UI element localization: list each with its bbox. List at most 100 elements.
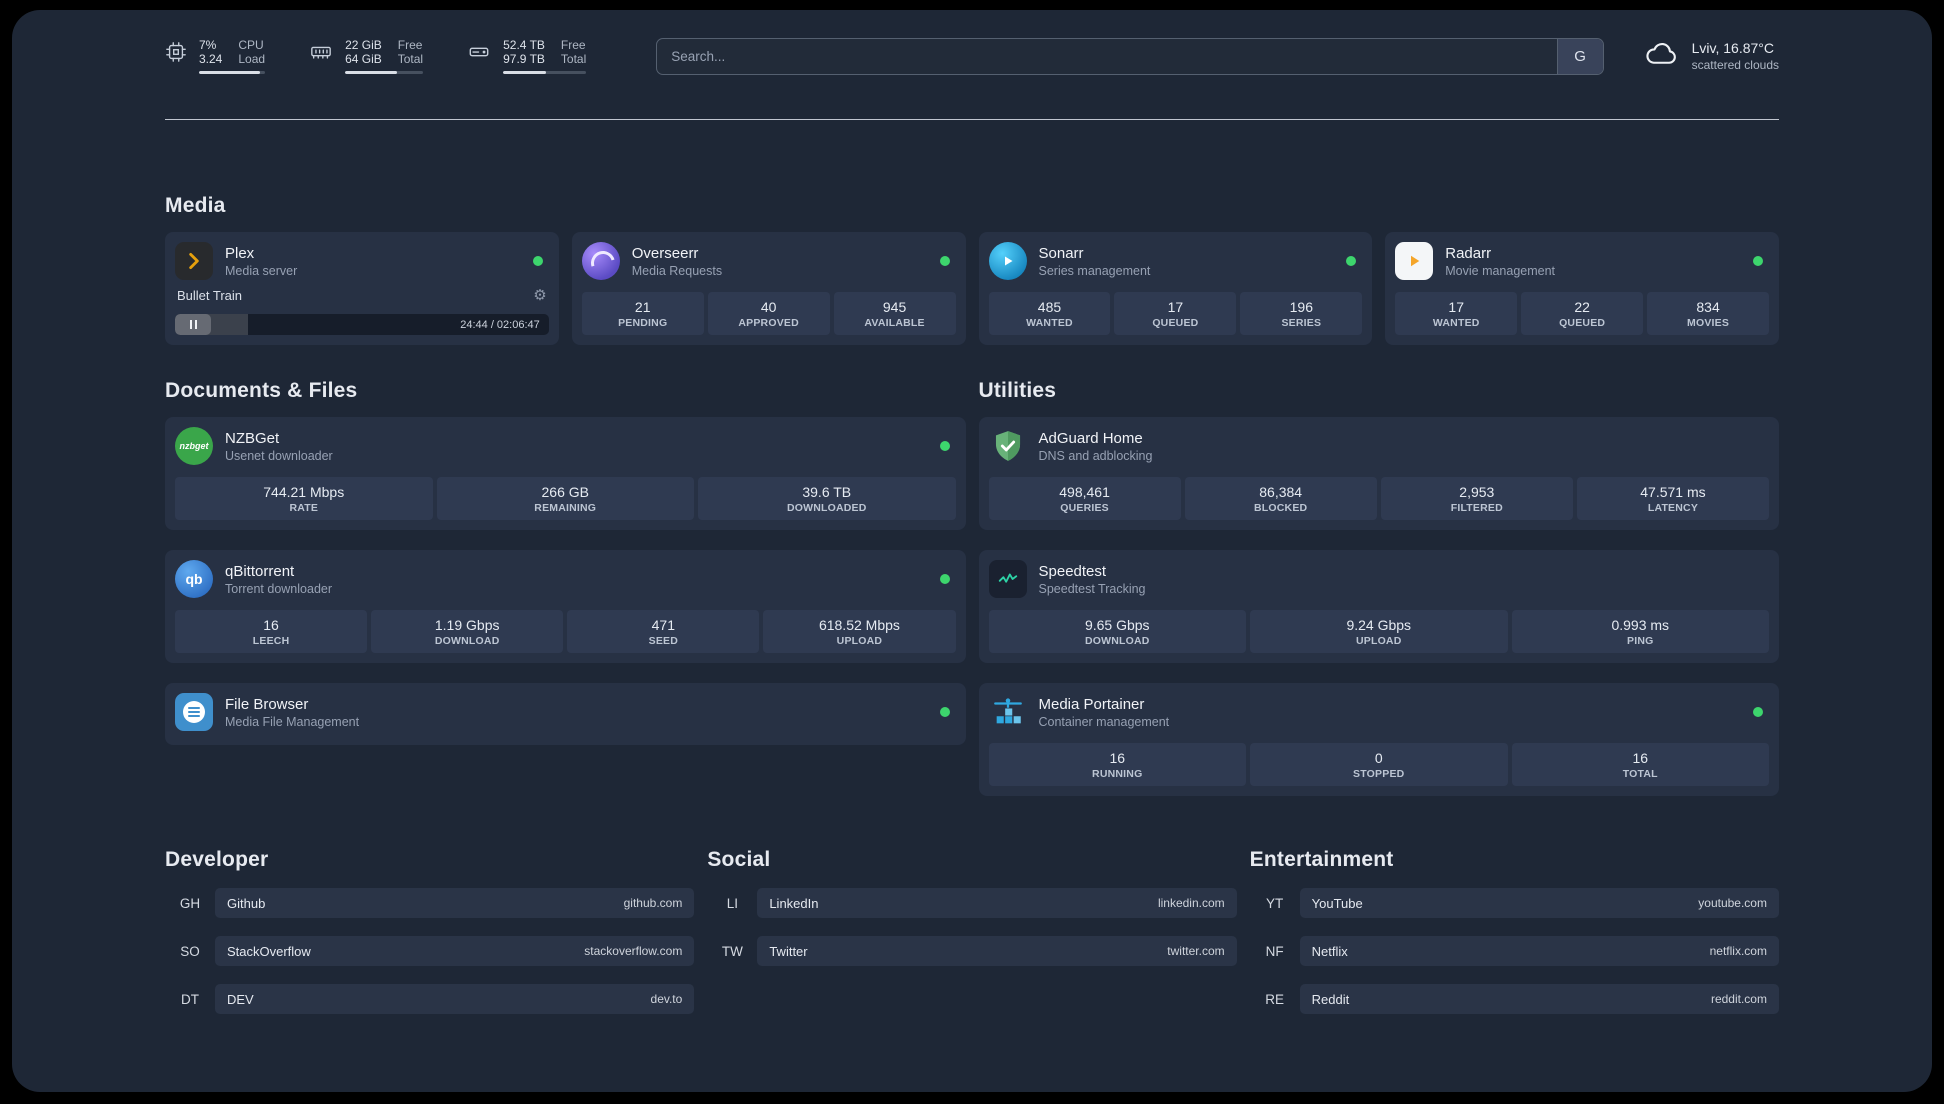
bookmark-netflix[interactable]: NF Netflix netflix.com [1250,936,1779,966]
service-name: Speedtest [1038,562,1107,580]
bookmark-stackoverflow[interactable]: SO StackOverflow stackoverflow.com [165,936,695,966]
pause-button[interactable] [175,314,211,335]
media-section-title: Media [165,194,226,217]
stat-available: 945 AVAILABLE [833,292,956,335]
service-card-sonarr[interactable]: Sonarr Series management 485 WANTED 17 QUE… [978,232,1373,345]
qbittorrent-icon: qb [175,560,213,598]
status-indicator [939,256,950,266]
bookmark-abbr: SO [180,943,200,959]
gear-icon[interactable]: ⚙ [533,287,547,304]
portainer-icon [989,693,1027,731]
stat-latency: 47.571 ms LATENCY [1576,477,1769,520]
stat-seed: 471 SEED [567,610,760,653]
bookmark-dev[interactable]: DT DEV dev.to [165,984,695,1014]
weather-location: Lviv, 16.87°C [1691,39,1774,56]
search-provider-button[interactable]: G [1556,39,1603,74]
documents-section-title: Documents & Files [165,379,358,402]
service-description: Movie management [1445,263,1556,278]
stat-stopped: 0 STOPPED [1250,743,1508,786]
section-entertainment: Entertainment YT YouTube youtube.com NF … [1250,848,1779,1014]
service-description: Speedtest Tracking [1038,581,1146,596]
cpu-load-value: 3.24 [199,52,223,66]
bookmark-name: Netflix [1311,943,1348,959]
nzbget-icon: nzbget [175,427,213,465]
bookmark-abbr: YT [1266,895,1284,911]
bookmark-abbr: GH [179,895,201,911]
stat-movies: 834 MOVIES [1647,292,1770,335]
bookmark-name: StackOverflow [227,943,311,959]
service-card-portainer[interactable]: Media Portainer Container management 16 R… [978,683,1779,796]
stat-ping: 0.993 ms PING [1511,610,1769,653]
service-card-overseerr[interactable]: Overseerr Media Requests 21 PENDING 40 APP… [571,232,966,345]
cloud-icon [1644,38,1680,73]
cpu-icon [165,41,187,68]
search-input[interactable] [657,39,1557,74]
section-developer: Developer GH Github github.com SO StackO… [165,848,695,1014]
stat-series: 196 SERIES [1240,292,1363,335]
overseerr-icon [581,242,620,280]
adguard-shield-icon [989,427,1027,465]
section-social: Social LI LinkedIn linkedin.com TW Twitt… [707,848,1237,1014]
filebrowser-icon [175,693,213,731]
bookmark-domain: twitter.com [1167,944,1225,958]
stat-downloaded: 39.6 TB DOWNLOADED [698,477,956,520]
weather-widget: Lviv, 16.87°C scattered clouds [1644,38,1779,73]
service-name: File Browser [225,695,309,713]
plex-icon [175,242,213,280]
service-description: Usenet downloader [225,448,333,463]
service-card-nzbget[interactable]: nzbget NZBGet Usenet downloader 744.21 M… [165,417,966,530]
bookmark-twitter[interactable]: TW Twitter twitter.com [707,936,1237,966]
load-label: Load [238,52,266,66]
status-indicator [532,256,543,266]
ram-bar [345,71,424,74]
top-bar: 7% 3.24 CPU Load [165,38,1779,75]
entertainment-section-title: Entertainment [1249,848,1394,871]
bookmark-domain: github.com [623,896,683,910]
disk-total-value: 97.9 TB [503,52,545,66]
stat-blocked: 86,384 BLOCKED [1184,477,1377,520]
service-description: Media server [225,263,298,278]
bookmark-domain: linkedin.com [1157,896,1225,910]
bookmark-abbr: NF [1265,943,1284,959]
status-indicator [1753,256,1763,266]
service-card-adguard[interactable]: AdGuard Home DNS and adblocking 498,461 Q… [978,417,1779,530]
service-name: Overseerr [631,244,699,262]
bookmark-youtube[interactable]: YT YouTube youtube.com [1250,888,1779,918]
bookmark-name: YouTube [1311,895,1363,911]
bookmark-abbr: TW [721,943,743,959]
service-description: Media Requests [631,263,723,278]
stat-queries: 498,461 QUERIES [988,477,1181,520]
playback-time: 24:44 / 02:06:47 [460,318,540,331]
section-utilities: Utilities AdGuard Home DNS and [978,379,1779,796]
ram-widget: 22 GiB 64 GiB Free Total [309,38,424,74]
service-card-filebrowser[interactable]: File Browser Media File Management [165,683,966,745]
disk-free-label: Free [560,38,586,52]
service-card-radarr[interactable]: Radarr Movie management 17 WANTED 22 QUEUE… [1385,232,1779,345]
service-card-qbittorrent[interactable]: qb qBittorrent Torrent downloader 16 LEEC… [165,550,966,663]
cpu-usage-value: 7% [199,38,217,52]
service-name: Sonarr [1038,244,1084,262]
header-divider [165,119,1779,120]
bookmark-name: LinkedIn [769,895,819,911]
cpu-widget: 7% 3.24 CPU Load [165,38,266,74]
service-description: Torrent downloader [225,581,333,596]
bookmark-domain: netflix.com [1709,944,1767,958]
bookmark-linkedin[interactable]: LI LinkedIn linkedin.com [707,888,1237,918]
bookmark-domain: dev.to [650,992,683,1006]
service-card-speedtest[interactable]: Speedtest Speedtest Tracking 9.65 Gbps DO… [978,550,1779,663]
stat-pending: 21 PENDING [581,292,704,335]
status-indicator [939,441,950,451]
bookmark-abbr: DT [181,991,199,1007]
bookmark-reddit[interactable]: RE Reddit reddit.com [1250,984,1779,1014]
bookmark-domain: stackoverflow.com [584,944,683,958]
stat-queued: 17 QUEUED [1114,292,1237,335]
status-indicator [1346,256,1357,266]
bookmark-github[interactable]: GH Github github.com [165,888,695,918]
service-name: Radarr [1445,244,1492,262]
bookmark-domain: youtube.com [1698,896,1767,910]
stat-rate: 744.21 Mbps RATE [175,477,433,520]
status-indicator [939,574,950,584]
stat-leech: 16 LEECH [175,610,368,653]
status-indicator [1753,707,1763,717]
service-card-plex[interactable]: Plex Media server Bullet Train ⚙ 24:44 /… [165,232,559,345]
